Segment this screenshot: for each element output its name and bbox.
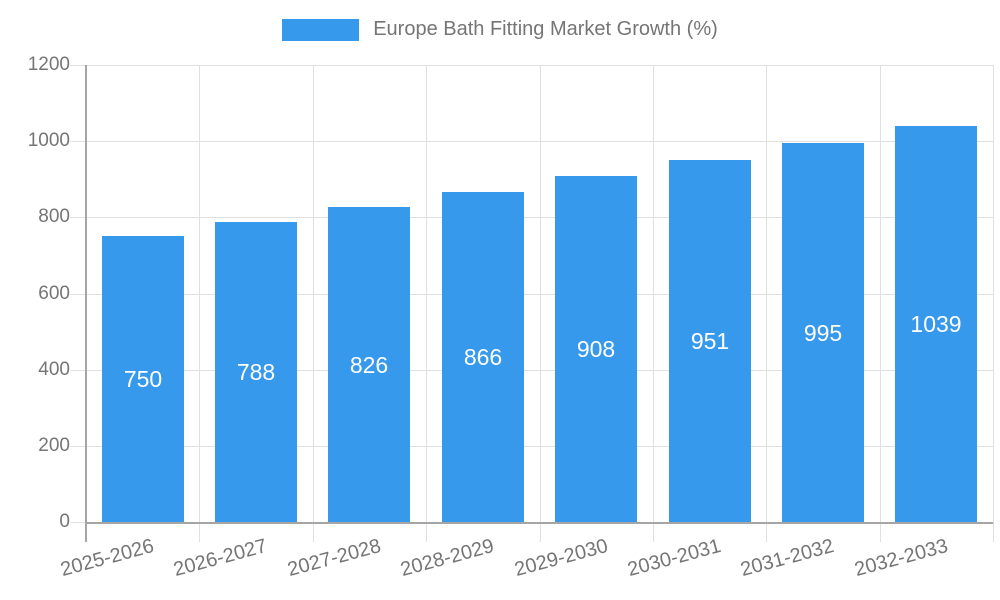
y-axis-tick-label: 400 [38,358,70,380]
bar-2032-2033[interactable] [895,126,977,522]
y-axis-tick-label: 0 [59,511,70,532]
legend-swatch-icon [282,18,360,41]
x-axis-line [85,522,993,524]
gridline [766,65,768,542]
bar-value-label: 826 [349,352,389,378]
x-axis-tick-label: 2026-2027 [171,535,270,582]
bar-value-label: 1039 [910,311,962,337]
y-axis-tick-label: 200 [38,434,70,456]
gridline [70,217,993,219]
gridline [539,65,541,542]
gridline [70,141,993,143]
x-axis-tick-label: 2025-2026 [58,535,157,582]
y-axis-tick-label: 1000 [27,130,70,152]
bar-2031-2032[interactable] [782,143,864,522]
x-axis-tick-label: 2030-2031 [625,535,724,582]
legend-label: Europe Bath Fitting Market Growth (%) [373,18,718,40]
gridline [70,293,993,295]
gridline [652,65,654,542]
bar-value-label: 866 [463,344,503,370]
gridline [312,65,314,542]
bar-value-label: 908 [576,336,616,362]
y-axis-tick-label: 800 [38,206,70,228]
x-axis-tick-label: 2028-2029 [398,535,497,582]
x-axis-tick-label: 2032-2033 [851,535,951,582]
y-axis-tick-label: 1200 [27,54,70,75]
bar-value-label: 750 [123,366,163,392]
y-axis-line [85,65,87,542]
bar-2029-2030[interactable] [555,176,637,522]
gridline [199,65,201,542]
gridline [426,65,428,542]
bar-2030-2031[interactable] [669,160,751,522]
bar-value-label: 951 [690,328,730,354]
bar-2026-2027[interactable] [215,222,297,522]
x-axis-tick-label: 2031-2032 [738,535,837,582]
bar-value-label: 995 [803,320,843,346]
gridline [993,65,994,542]
legend[interactable]: Europe Bath Fitting Market Growth (%) [0,18,1000,41]
x-axis-tick-label: 2029-2030 [511,535,610,582]
bar-2027-2028[interactable] [328,207,410,522]
bar-2025-2026[interactable] [102,236,184,522]
gridline [70,65,993,66]
y-axis-tick-label: 600 [38,282,70,304]
bar-value-label: 788 [236,359,276,385]
gridline [70,445,993,447]
bar-2028-2029[interactable] [442,192,524,522]
gridline [70,369,993,371]
axis-tick [70,522,86,523]
x-axis-tick-label: 2027-2028 [285,535,384,582]
gridline [879,65,881,542]
